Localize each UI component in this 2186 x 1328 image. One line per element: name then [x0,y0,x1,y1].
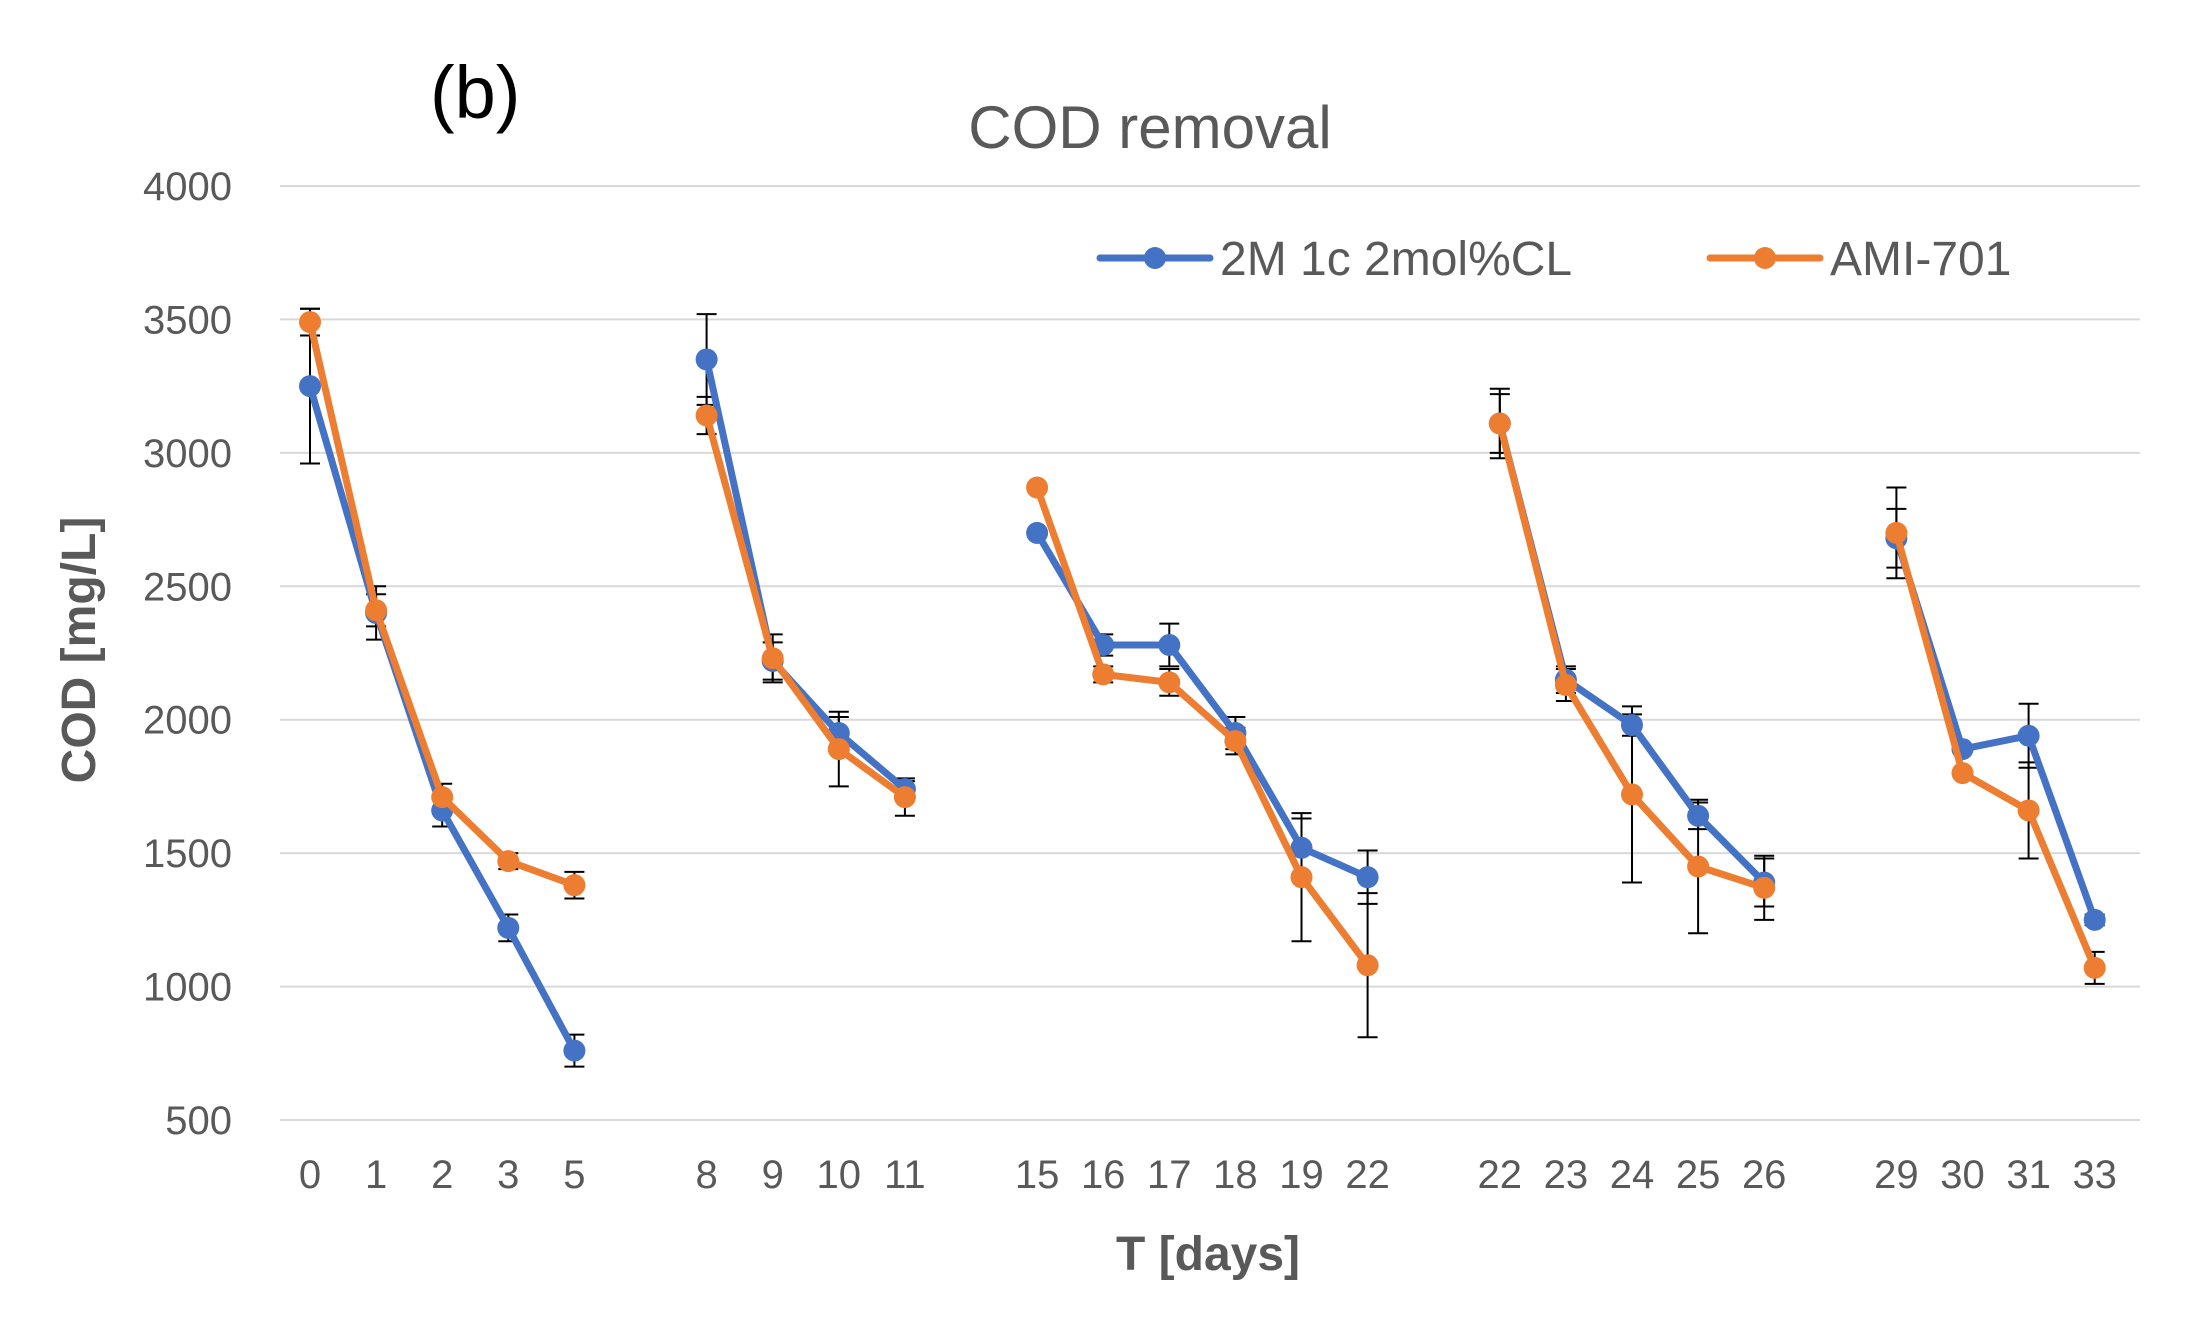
data-point [1092,663,1115,686]
series-0 [299,348,2106,1062]
x-tick-label: 8 [695,1153,717,1197]
x-axis-label: T [days] [1116,1228,1300,1281]
data-point [1885,521,1908,544]
y-tick-label: 3000 [143,432,232,476]
data-point [827,738,850,761]
x-tick-labels: 0 1 2 3 5 8 9 10 11 15 16 17 18 19 22 22 23 24 25 26 29 30 31 3… [299,1153,2117,1197]
data-point [2083,908,2106,931]
y-tick-label: 500 [165,1099,232,1143]
x-tick-label: 26 [1742,1153,1787,1197]
chart-title: COD removal [968,94,1331,161]
data-point [365,599,388,622]
y-tick-label: 2500 [143,565,232,609]
series-line-segment [1892,529,2099,972]
x-tick-label: 1 [365,1153,387,1197]
x-tick-label: 0 [299,1153,321,1197]
x-tick-label: 25 [1676,1153,1721,1197]
series-line-segment [1033,529,1372,881]
legend-label: AMI-701 [1830,233,2011,286]
y-tick-label: 1500 [143,832,232,876]
legend-marker [1754,247,1776,269]
x-tick-label: 5 [563,1153,585,1197]
data-point [1687,804,1710,827]
data-point [2017,799,2040,822]
x-tick-label: 11 [884,1153,926,1197]
data-point [1488,412,1511,435]
data-point [497,916,520,939]
data-point [1356,954,1379,977]
x-tick-label: 15 [1015,1153,1060,1197]
y-tick-label: 1000 [143,966,232,1010]
x-tick-label: 19 [1279,1153,1324,1197]
series-line-segment [703,355,909,793]
series-1 [299,311,2106,979]
x-tick-label: 17 [1147,1153,1192,1197]
data-point [1621,714,1643,737]
y-axis-label: COD [mg/L] [53,517,106,784]
data-point [695,404,718,427]
data-point [2017,724,2040,747]
data-point [563,874,586,897]
x-tick-label: 22 [1478,1153,1523,1197]
data-point [1026,476,1049,499]
x-tick-label: 29 [1874,1153,1919,1197]
x-tick-label: 23 [1544,1153,1589,1197]
data-point [1951,762,1974,785]
y-tick-label: 3500 [143,298,232,342]
data-point [299,311,321,334]
series-line-segment [1892,534,2099,924]
series-line-segment [1033,484,1372,969]
x-tick-label: 31 [2006,1153,2051,1197]
x-tick-label: 10 [817,1153,862,1197]
x-tick-label: 24 [1610,1153,1655,1197]
data-point [761,647,784,670]
data-point [1554,674,1577,697]
data-point [497,850,520,873]
x-tick-label: 2 [431,1153,453,1197]
x-tick-label: 18 [1213,1153,1258,1197]
x-tick-label: 22 [1345,1153,1390,1197]
data-point [1753,876,1776,899]
data-point [893,786,916,809]
data-point [431,786,454,809]
data-point [1158,633,1181,656]
data-point [1621,783,1643,806]
data-point [2083,956,2106,979]
data-point [695,348,718,371]
data-point [1356,866,1379,889]
legend: 2M 1c 2mol%CL AMI-701 [1096,233,2011,286]
series-lines [299,311,2106,1062]
y-tick-labels: 500 1000 1500 2000 2500 3000 3500 4000 [143,165,232,1143]
panel-label: (b) [430,51,520,134]
legend-label: 2M 1c 2mol%CL [1220,233,1572,286]
series-line-segment [703,411,909,801]
data-point [1026,521,1049,544]
data-point [1224,730,1247,753]
data-point [1687,855,1710,878]
legend-marker [1144,247,1166,269]
data-point [563,1039,586,1062]
y-tick-label: 2000 [143,699,232,743]
x-tick-label: 33 [2072,1153,2117,1197]
x-tick-label: 30 [1940,1153,1985,1197]
y-tick-label: 4000 [143,165,232,209]
x-tick-label: 3 [497,1153,519,1197]
data-point [1158,671,1181,694]
gridlines [280,185,2140,1121]
x-tick-label: 9 [762,1153,784,1197]
data-point [1290,866,1313,889]
x-tick-label: 16 [1081,1153,1126,1197]
data-point [299,375,321,398]
data-point [1290,836,1313,859]
